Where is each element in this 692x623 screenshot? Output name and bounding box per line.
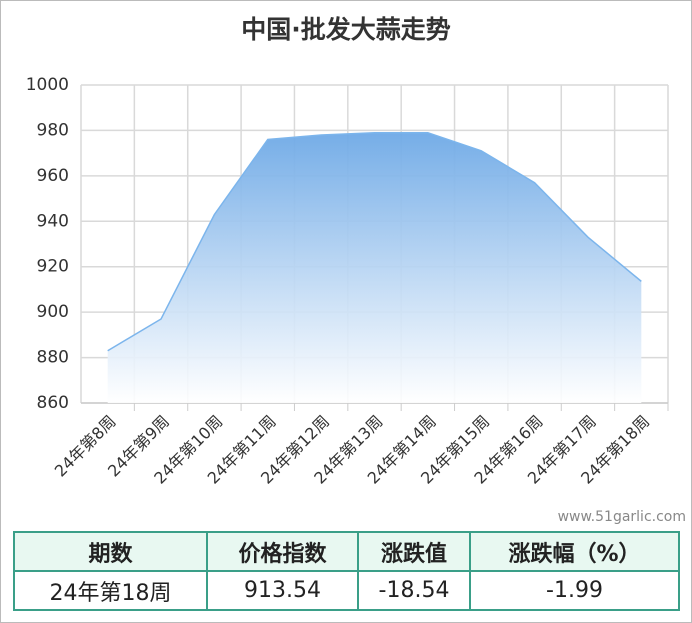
- y-tick-label: 880: [37, 348, 69, 368]
- y-tick-label: 1000: [26, 75, 69, 95]
- chart: 中国·批发大蒜走势 www.51garlic.com 860 880 900 920 9…: [26, 15, 686, 525]
- watermark: www.51garlic.com: [558, 509, 686, 525]
- y-tick-label: 900: [37, 302, 69, 322]
- cell: -18.54: [357, 570, 471, 611]
- cell: 24年第18周: [13, 570, 208, 611]
- header-cell: 价格指数: [206, 531, 359, 572]
- chart-title: 中国·批发大蒜走势: [241, 15, 451, 44]
- y-tick-label: 960: [37, 166, 69, 186]
- y-tick-label: 860: [37, 393, 69, 413]
- table-row: 24年第18周 913.54 -18.54 -1.99: [13, 570, 680, 611]
- y-tick-label: 980: [37, 120, 69, 140]
- line: [107, 131, 642, 352]
- y-tick-label: 920: [37, 257, 69, 277]
- header-cell: 涨跌幅（%）: [469, 531, 680, 572]
- summary-table: 期数 价格指数 涨跌值 涨跌幅（%） 24年第18周 913.54 -18.54…: [13, 531, 680, 611]
- area: [107, 132, 642, 403]
- header-cell: 涨跌值: [357, 531, 471, 572]
- cell: -1.99: [469, 570, 680, 611]
- table-header: 期数 价格指数 涨跌值 涨跌幅（%）: [13, 531, 680, 572]
- y-tick-label: 940: [37, 211, 69, 231]
- cell: 913.54: [206, 570, 359, 611]
- header-cell: 期数: [13, 531, 208, 572]
